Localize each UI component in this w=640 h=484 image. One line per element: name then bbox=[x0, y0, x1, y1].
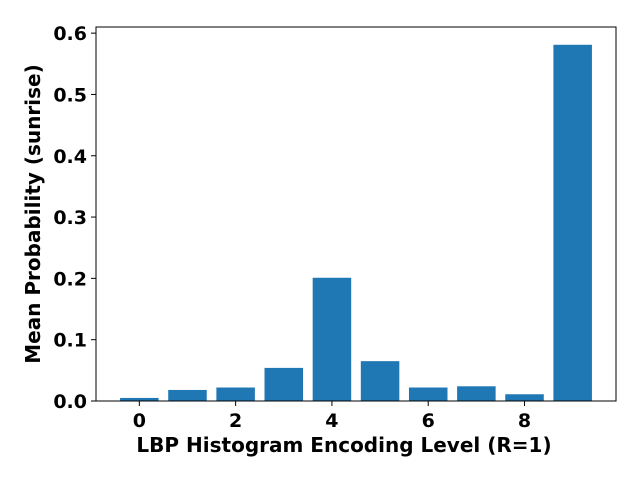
y-tick-label: 0.4 bbox=[53, 146, 87, 168]
bar-0 bbox=[120, 397, 159, 401]
bar-7 bbox=[457, 386, 496, 401]
y-tick-label: 0.6 bbox=[53, 23, 87, 45]
bar-6 bbox=[408, 387, 448, 401]
y-tick-label: 0.0 bbox=[53, 391, 87, 413]
x-tick-label: 6 bbox=[422, 410, 435, 432]
y-tick-label: 0.2 bbox=[53, 268, 87, 290]
y-tick-label: 0.1 bbox=[53, 330, 87, 352]
x-axis-ticks: 0 2 4 6 8 bbox=[133, 401, 531, 432]
plot-frame bbox=[95, 26, 617, 402]
bars-group bbox=[120, 44, 592, 401]
bar-8 bbox=[505, 394, 544, 401]
x-axis-label: LBP Histogram Encoding Level (R=1) bbox=[136, 433, 551, 457]
y-axis-ticks: 0.0 0.1 0.2 0.3 0.4 0.5 0.6 bbox=[53, 23, 96, 413]
x-tick-label: 2 bbox=[229, 410, 242, 432]
bar-4 bbox=[312, 277, 352, 401]
bar-2 bbox=[216, 387, 255, 401]
x-tick-label: 8 bbox=[518, 410, 531, 432]
y-axis-label: Mean Probability (sunrise) bbox=[21, 64, 45, 364]
bar-5 bbox=[360, 361, 400, 401]
bar-3 bbox=[264, 367, 304, 401]
bar-9 bbox=[553, 44, 592, 401]
x-tick-label: 4 bbox=[325, 410, 338, 432]
bar-1 bbox=[168, 389, 207, 401]
x-tick-label: 0 bbox=[133, 410, 146, 432]
y-tick-label: 0.3 bbox=[53, 207, 87, 229]
y-tick-label: 0.5 bbox=[53, 84, 87, 106]
